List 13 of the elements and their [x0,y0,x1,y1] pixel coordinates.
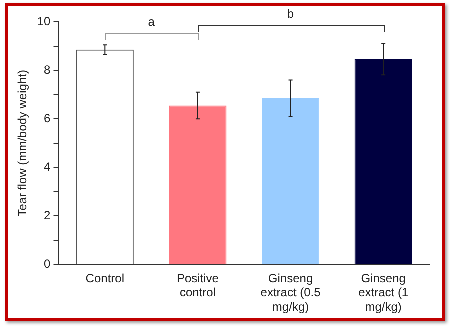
y-tick-label: 2 [44,208,52,223]
annotation: a [148,15,156,30]
y-tick-label: 6 [44,111,52,126]
y-tick-label: 10 [37,14,52,28]
y-axis-title: Tear flow (mm/body weight) [16,70,30,217]
x-tick-label: Ginseng extract (0.5 mg/kg) [260,271,322,314]
x-tick-label: Control [86,271,124,286]
y-tick-label: 0 [44,257,52,272]
y-tick-label: 8 [44,62,52,77]
y-tick-label: 4 [44,160,52,174]
text: b [287,7,294,22]
x-tick-label: Positive control [176,271,220,300]
x-tick-label: Ginseng extract (1 mg/kg) [358,271,409,314]
